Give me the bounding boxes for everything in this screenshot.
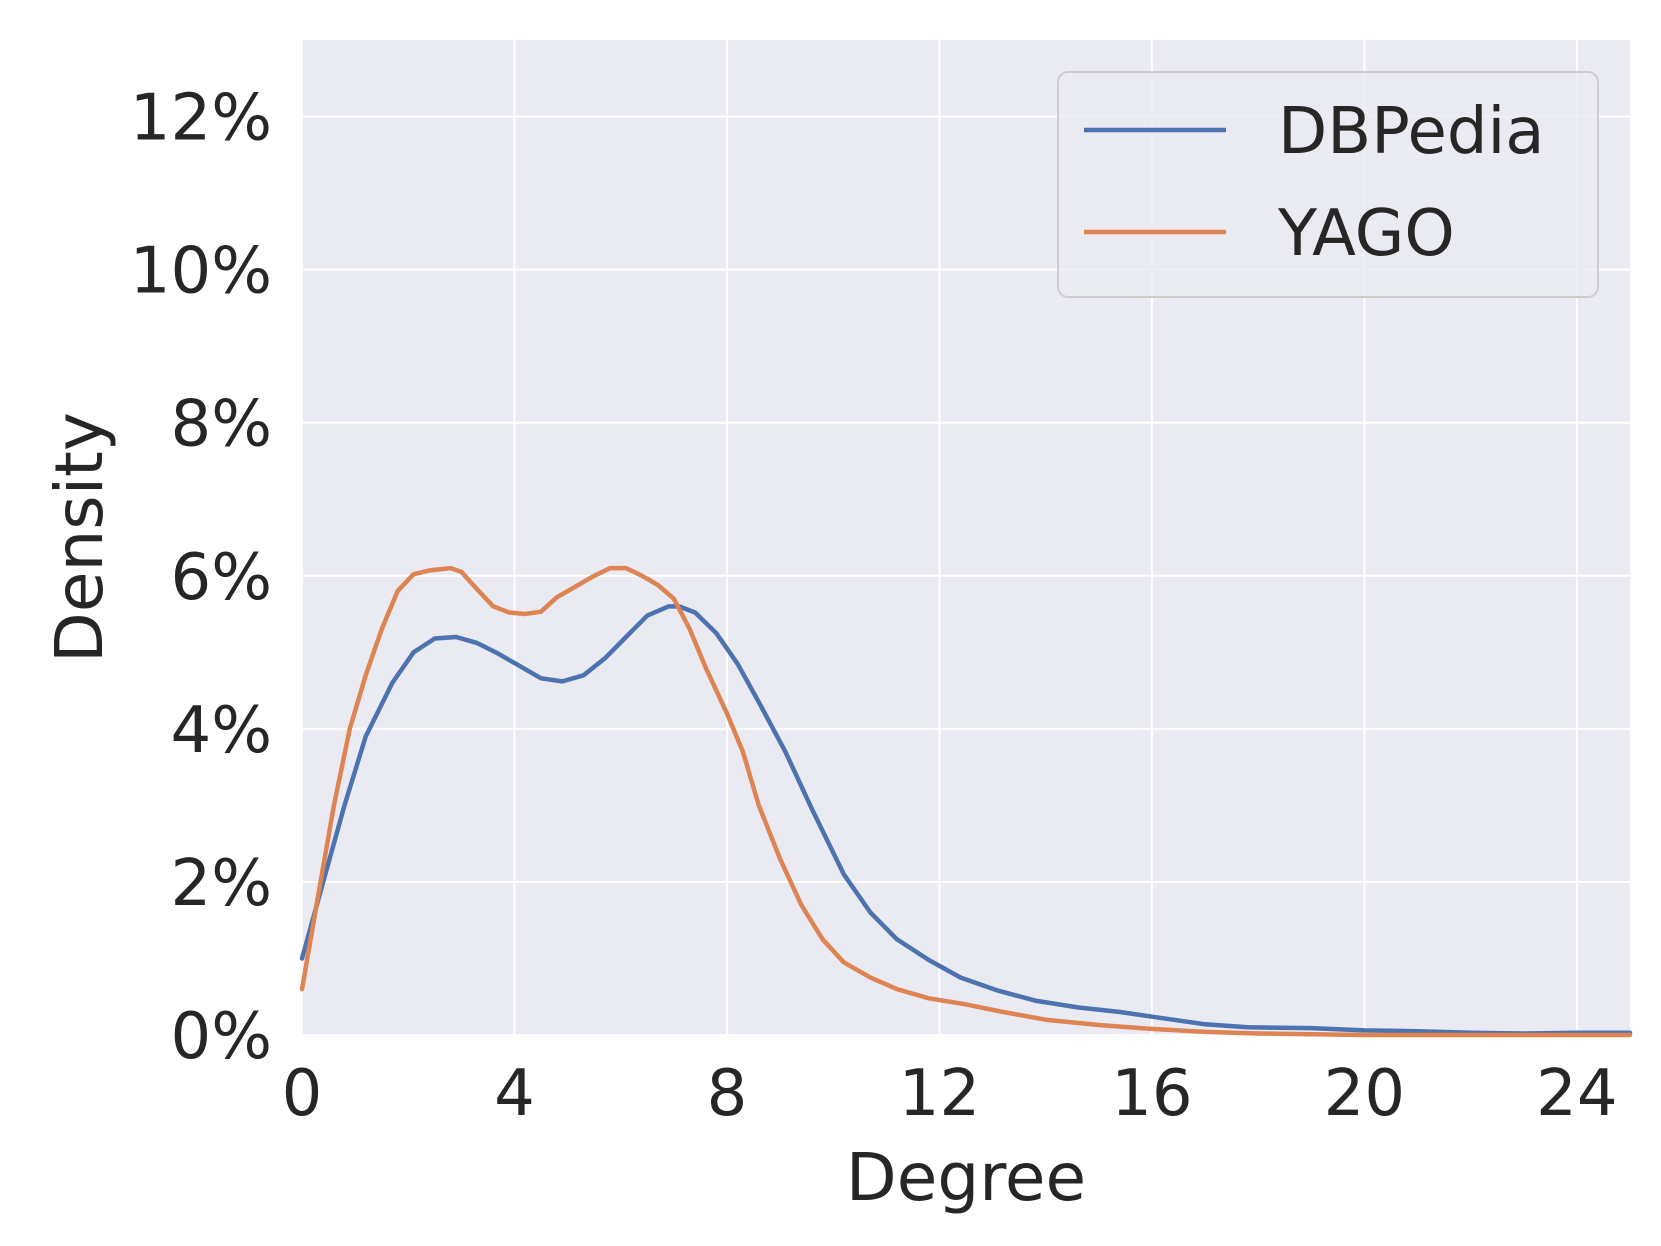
y-tick-label: 6% (170, 541, 272, 615)
series-line-dbpedia (299, 604, 1633, 1036)
y-axis-label: Density (41, 412, 118, 663)
x-tick-label: 0 (282, 1057, 323, 1131)
x-tick-label: 20 (1324, 1057, 1405, 1131)
legend-label-yago: YAGO (1277, 197, 1455, 271)
y-tick-labels: 0% 2% 4% 6% 8% 10% 12% (130, 82, 272, 1074)
y-tick-label: 8% (170, 388, 272, 462)
x-axis-label: Degree (846, 1139, 1086, 1216)
y-tick-label: 4% (170, 694, 272, 768)
x-tick-label: 4 (494, 1057, 535, 1131)
legend-label-dbpedia: DBPedia (1278, 95, 1545, 169)
x-tick-label: 8 (707, 1057, 748, 1131)
x-tick-label: 12 (899, 1057, 980, 1131)
series-line-yago (299, 565, 1633, 1038)
x-tick-labels: 0 4 8 12 16 20 24 (282, 1057, 1618, 1131)
series-lines (299, 565, 1633, 1038)
y-tick-label: 2% (170, 847, 272, 921)
x-tick-label: 16 (1111, 1057, 1192, 1131)
y-tick-label: 0% (170, 1000, 272, 1074)
x-tick-label: 24 (1536, 1057, 1617, 1131)
grid (301, 40, 1630, 1036)
y-tick-label: 12% (130, 82, 272, 156)
y-tick-label: 10% (130, 235, 272, 309)
legend: DBPedia YAGO (1057, 71, 1599, 298)
